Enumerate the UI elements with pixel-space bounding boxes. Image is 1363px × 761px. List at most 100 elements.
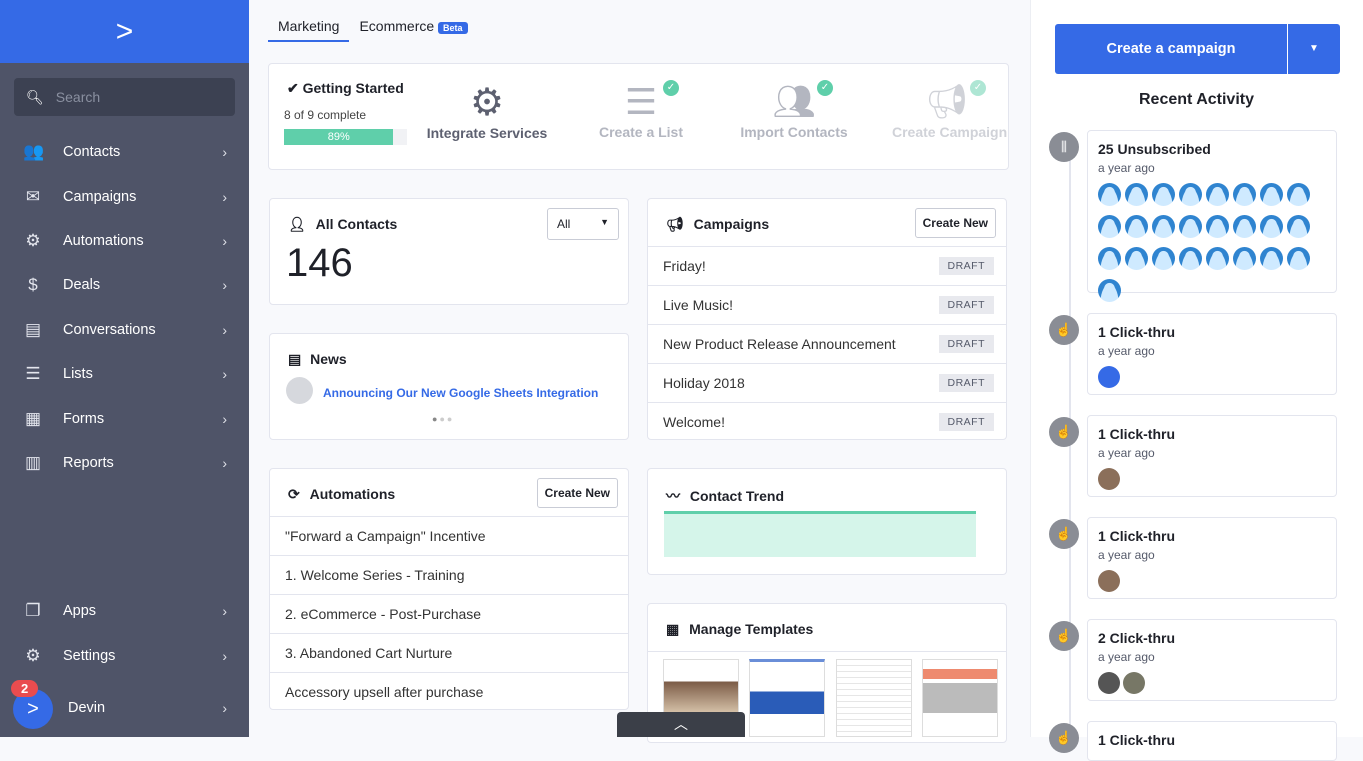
chevron-right-icon: ›: [222, 233, 227, 249]
contact-avatar[interactable]: [1125, 215, 1148, 238]
tab-ecommerce[interactable]: Ecommerce Beta: [359, 18, 468, 42]
contact-avatar[interactable]: [1098, 215, 1121, 238]
apps-icon: ❐: [25, 601, 41, 620]
contact-avatar[interactable]: [1098, 247, 1121, 270]
sidebar-item-deals[interactable]: $ Deals ›: [0, 265, 249, 305]
activity-item[interactable]: 2 Click-thru a year ago: [1087, 619, 1337, 701]
avatar[interactable]: [1098, 570, 1120, 592]
sidebar-item-settings[interactable]: ⚙ Settings ›: [0, 636, 249, 676]
contact-avatar[interactable]: [1179, 247, 1202, 270]
contact-avatar[interactable]: [1233, 247, 1256, 270]
nav-label: Campaigns: [63, 189, 137, 205]
step-import-contacts[interactable]: 👥︎ Import Contacts ✓: [719, 64, 869, 140]
news-link[interactable]: Announcing Our New Google Sheets Integra…: [323, 386, 599, 400]
create-a-campaign-button[interactable]: Create a campaign: [1055, 24, 1287, 74]
activity-item[interactable]: 1 Click-thru a year ago: [1087, 517, 1337, 599]
contact-avatar[interactable]: [1125, 183, 1148, 206]
chevron-right-icon: ›: [222, 700, 227, 716]
contact-avatar[interactable]: [1152, 183, 1175, 206]
sidebar-item-apps[interactable]: ❐ Apps ›: [0, 591, 249, 631]
step-integrate-services[interactable]: ⚙ Integrate Services: [412, 64, 562, 141]
activity-item[interactable]: 1 Click-thru a year ago: [1087, 313, 1337, 395]
contact-avatar[interactable]: [1179, 183, 1202, 206]
avatar[interactable]: [1123, 672, 1145, 694]
contact-avatar[interactable]: [1260, 183, 1283, 206]
contact-avatar[interactable]: [1233, 215, 1256, 238]
avatar[interactable]: [1098, 672, 1120, 694]
caret-down-icon: ▼: [600, 217, 609, 227]
contact-avatar[interactable]: [1260, 247, 1283, 270]
title-text: Manage Templates: [689, 621, 814, 637]
sidebar-item-campaigns[interactable]: ✉ Campaigns ›: [0, 177, 249, 217]
campaign-row[interactable]: Welcome! DRAFT: [648, 402, 1006, 439]
automation-row[interactable]: "Forward a Campaign" Incentive: [270, 516, 628, 555]
search-box[interactable]: 🔍︎: [14, 78, 235, 116]
contact-avatar[interactable]: [1098, 279, 1121, 302]
template-thumbnail[interactable]: [836, 659, 912, 737]
contact-avatar[interactable]: [1098, 183, 1121, 206]
automation-row[interactable]: 1. Welcome Series - Training: [270, 555, 628, 594]
check-icon: ✓: [817, 80, 833, 96]
sidebar-item-reports[interactable]: ▥ Reports ›: [0, 443, 249, 483]
contact-avatar[interactable]: [1233, 183, 1256, 206]
contact-avatar[interactable]: [1179, 215, 1202, 238]
step-label: Import Contacts: [740, 124, 848, 140]
activity-item[interactable]: 25 Unsubscribed a year ago: [1087, 130, 1337, 302]
sidebar-item-lists[interactable]: ☰ Lists ›: [0, 354, 249, 394]
automation-row[interactable]: 3. Abandoned Cart Nurture: [270, 633, 628, 672]
campaign-row[interactable]: Friday! DRAFT: [648, 246, 1006, 285]
search-input[interactable]: [55, 89, 226, 105]
trend-title: 〰 Contact Trend: [666, 486, 784, 506]
form-icon: ▦: [24, 409, 42, 428]
campaign-name: Holiday 2018: [663, 375, 745, 391]
automations-icon: ⚙: [25, 231, 41, 250]
sidebar-item-automations[interactable]: ⚙ Automations ›: [0, 221, 249, 261]
contact-avatar[interactable]: [1260, 215, 1283, 238]
user-menu[interactable]: > 2 Devin ›: [0, 680, 249, 729]
create-dropdown-button[interactable]: ▼: [1288, 24, 1340, 74]
tab-marketing[interactable]: Marketing: [268, 18, 350, 42]
template-thumbnail[interactable]: [749, 659, 825, 737]
create-campaign-button[interactable]: Create New: [914, 208, 996, 238]
step-create-list[interactable]: ☰ Create a List ✓: [566, 64, 716, 140]
campaign-name: Welcome!: [663, 414, 725, 430]
carousel-dots[interactable]: ●●●: [432, 414, 455, 424]
campaign-row[interactable]: Live Music! DRAFT: [648, 285, 1006, 324]
contact-avatar[interactable]: [1206, 183, 1229, 206]
contact-avatar[interactable]: [1206, 215, 1229, 238]
automation-row[interactable]: Accessory upsell after purchase: [270, 672, 628, 709]
contact-avatar[interactable]: [1125, 247, 1148, 270]
contacts-filter-select[interactable]: All ▼: [547, 208, 619, 240]
expand-up-button[interactable]: ︿: [617, 712, 745, 737]
logo[interactable]: >: [0, 0, 249, 63]
sidebar-item-contacts[interactable]: 👥 Contacts ›: [0, 132, 249, 172]
campaign-row[interactable]: Holiday 2018 DRAFT: [648, 363, 1006, 402]
template-thumbnail[interactable]: [922, 659, 998, 737]
contact-avatar[interactable]: [1287, 183, 1310, 206]
contact-avatar[interactable]: [1152, 247, 1175, 270]
create-automation-button[interactable]: Create New: [536, 478, 618, 508]
contact-avatar[interactable]: [1152, 215, 1175, 238]
user-name: Devin: [68, 700, 106, 716]
contact-avatar[interactable]: [1206, 247, 1229, 270]
chevron-right-icon: ›: [222, 277, 227, 293]
bar-chart-icon: ▥: [24, 453, 42, 472]
avatar[interactable]: [1098, 468, 1120, 490]
title-text: Campaigns: [693, 216, 770, 232]
click-icon: ☝: [1049, 723, 1079, 753]
campaigns-card: 📢︎ Campaigns Create New Friday! DRAFT Live…: [647, 198, 1007, 440]
chevron-right-icon: ›: [222, 366, 227, 382]
contact-avatar[interactable]: [1287, 247, 1310, 270]
automation-name: 3. Abandoned Cart Nurture: [285, 645, 453, 661]
sidebar: > 🔍︎ 👥Contacts› ✉Campaigns›⚙Automations›$…: [0, 0, 249, 737]
step-create-campaign[interactable]: 📢︎ Create Campaign ✓: [872, 64, 1008, 140]
sidebar-item-forms[interactable]: ▦ Forms ›: [0, 399, 249, 439]
automation-row[interactable]: 2. eCommerce - Post-Purchase: [270, 594, 628, 633]
campaign-row[interactable]: New Product Release Announcement DRAFT: [648, 324, 1006, 363]
avatar[interactable]: [1098, 366, 1120, 388]
sidebar-item-conversations[interactable]: ▤ Conversations ›: [0, 310, 249, 350]
contact-avatar[interactable]: [1287, 215, 1310, 238]
activity-item[interactable]: 1 Click-thru: [1087, 721, 1337, 761]
step-label: Create a List: [598, 124, 684, 140]
activity-item[interactable]: 1 Click-thru a year ago: [1087, 415, 1337, 497]
